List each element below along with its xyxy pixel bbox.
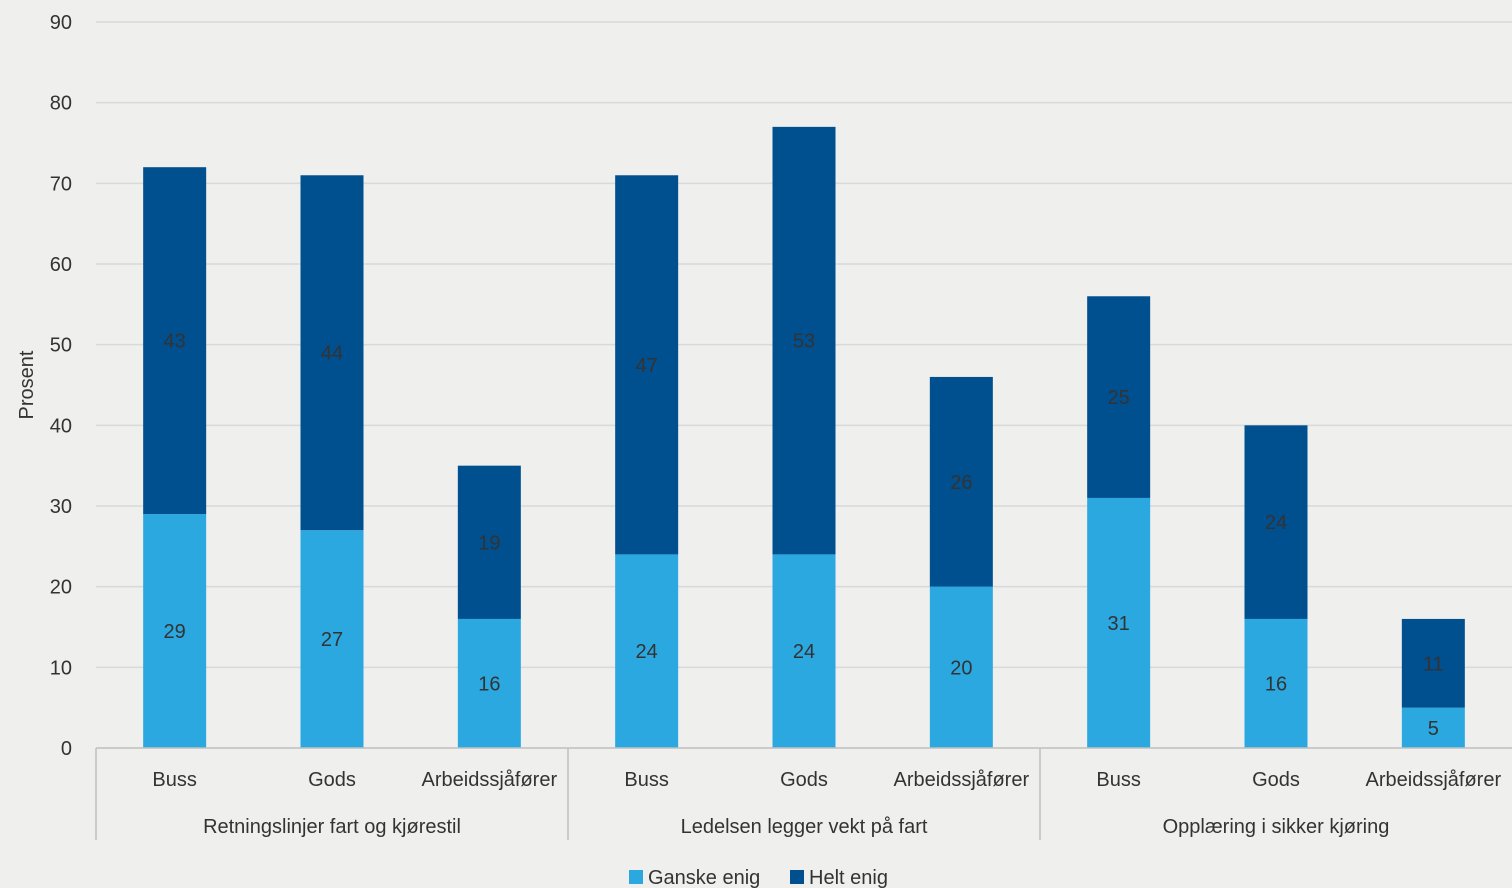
x-axis: Buss Gods Arbeidssjåfører Retningslinjer fa… xyxy=(95,747,1512,840)
data-label: 16 xyxy=(1265,673,1287,695)
legend-label: Ganske enig xyxy=(648,867,760,888)
bar-helt-enig-3 xyxy=(615,175,679,555)
data-label: 27 xyxy=(321,629,343,651)
x-tick-label: Arbeidssjåfører xyxy=(1366,769,1502,791)
data-labels: 29 43 27 44 16 19 24 47 24 53 20 26 31 25 16 24 5 11 xyxy=(164,331,1444,740)
legend-swatch xyxy=(629,870,643,884)
bar-ganske-enig-1 xyxy=(300,530,364,748)
data-label: 5 xyxy=(1428,718,1439,740)
x-tick-label: Arbeidssjåfører xyxy=(422,769,558,791)
x-tick-label: Buss xyxy=(152,769,196,791)
y-axis-ticks: 0 10 20 30 40 50 60 70 80 90 xyxy=(50,12,72,760)
data-label: 47 xyxy=(636,355,658,377)
legend: Ganske enig Helt enig xyxy=(629,867,888,888)
data-label: 24 xyxy=(793,641,815,663)
x-tick-label: Buss xyxy=(624,769,668,791)
y-tick-label: 50 xyxy=(50,335,72,357)
bar-ganske-enig-2 xyxy=(457,618,521,748)
group-label: Ledelsen legger vekt på fart xyxy=(681,816,928,838)
legend-label: Helt enig xyxy=(809,867,888,888)
x-tick-label: Gods xyxy=(780,769,828,791)
y-tick-label: 10 xyxy=(50,657,72,679)
y-tick-label: 90 xyxy=(50,12,72,34)
legend-swatch xyxy=(790,870,804,884)
bar-ganske-enig-6 xyxy=(1087,497,1151,748)
group-label: Retningslinjer fart og kjørestil xyxy=(203,816,461,838)
data-label: 31 xyxy=(1108,613,1130,635)
y-tick-label: 40 xyxy=(50,415,72,437)
bars xyxy=(143,126,1465,748)
y-tick-label: 30 xyxy=(50,496,72,518)
y-tick-label: 70 xyxy=(50,173,72,195)
bar-helt-enig-2 xyxy=(457,465,521,619)
bar-ganske-enig-8 xyxy=(1401,707,1465,748)
x-tick-label: Gods xyxy=(1252,769,1300,791)
bar-ganske-enig-7 xyxy=(1244,618,1308,748)
y-tick-label: 80 xyxy=(50,93,72,115)
data-label: 24 xyxy=(636,641,658,663)
bar-helt-enig-7 xyxy=(1244,425,1308,619)
bar-helt-enig-5 xyxy=(929,376,993,587)
data-label: 20 xyxy=(950,657,972,679)
y-axis-label: Prosent xyxy=(16,350,38,419)
bar-helt-enig-4 xyxy=(772,126,836,555)
data-label: 26 xyxy=(950,472,972,494)
data-label: 29 xyxy=(164,621,186,643)
y-tick-label: 0 xyxy=(61,738,72,760)
bar-helt-enig-8 xyxy=(1401,618,1465,708)
x-tick-label: Buss xyxy=(1096,769,1140,791)
data-label: 43 xyxy=(164,331,186,353)
y-tick-label: 20 xyxy=(50,577,72,599)
data-label: 25 xyxy=(1108,387,1130,409)
y-tick-label: 60 xyxy=(50,254,72,276)
data-label: 16 xyxy=(478,673,500,695)
data-label: 53 xyxy=(793,331,815,353)
bar-ganske-enig-4 xyxy=(772,554,836,748)
group-label: Opplæring i sikker kjøring xyxy=(1163,816,1390,838)
data-label: 44 xyxy=(321,343,343,365)
bar-helt-enig-6 xyxy=(1087,296,1151,498)
x-tick-label: Arbeidssjåfører xyxy=(894,769,1030,791)
data-label: 11 xyxy=(1423,653,1444,675)
data-label: 19 xyxy=(478,532,500,554)
bar-helt-enig-1 xyxy=(300,175,364,531)
data-label: 24 xyxy=(1265,512,1287,534)
x-tick-label: Gods xyxy=(308,769,356,791)
bar-ganske-enig-0 xyxy=(143,514,207,748)
bar-helt-enig-0 xyxy=(143,167,207,515)
bar-ganske-enig-3 xyxy=(615,554,679,748)
bar-ganske-enig-5 xyxy=(929,586,993,748)
